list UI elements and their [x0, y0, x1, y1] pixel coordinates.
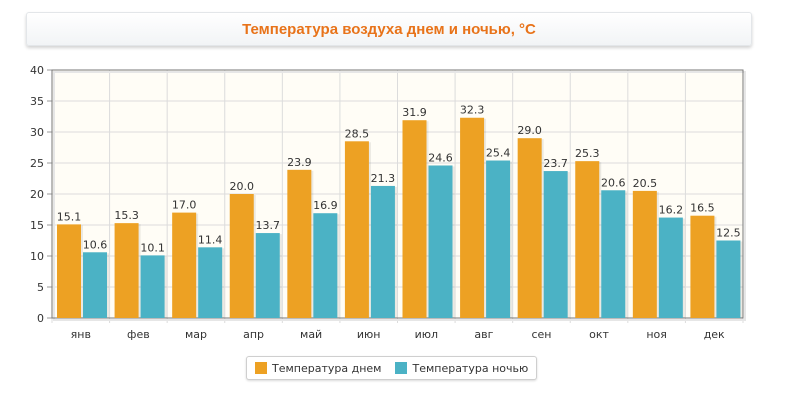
- value-label-night-5: 21.3: [371, 172, 396, 185]
- plot-border: [51, 69, 744, 319]
- bar-day-1: [114, 223, 139, 318]
- y-tick-label: 15: [30, 219, 44, 232]
- legend-label-day: Температура днем: [272, 361, 382, 375]
- bar-day-4: [287, 169, 312, 318]
- chart-legend: Температура днем Температура ночью: [246, 356, 538, 380]
- value-label-night-2: 11.4: [198, 233, 223, 246]
- value-label-day-10: 20.5: [633, 177, 658, 190]
- x-tick-label: фев: [127, 328, 150, 341]
- value-label-night-10: 16.2: [659, 204, 684, 217]
- bar-day-2: [172, 212, 197, 318]
- value-label-night-1: 10.1: [140, 241, 165, 254]
- x-tick-label: июл: [415, 328, 438, 341]
- y-tick-label: 25: [30, 157, 44, 170]
- bar-day-9: [575, 161, 600, 318]
- bar-night-7: [486, 160, 511, 318]
- bar-night-11: [716, 240, 741, 318]
- x-tick-label: июн: [357, 328, 381, 341]
- legend-item-day[interactable]: Температура днем: [255, 362, 381, 375]
- value-label-day-2: 17.0: [172, 199, 197, 212]
- bar-night-0: [83, 252, 107, 318]
- value-label-day-11: 16.5: [690, 202, 715, 215]
- value-label-night-4: 16.9: [313, 199, 338, 212]
- x-tick-label: авг: [474, 328, 493, 341]
- bar-night-5: [370, 185, 395, 318]
- x-tick-label: сен: [531, 328, 551, 341]
- bar-night-8: [543, 171, 568, 318]
- y-tick-label: 10: [30, 250, 44, 263]
- plot-shadow: [53, 71, 746, 321]
- value-label-night-9: 20.6: [601, 176, 626, 189]
- bar-day-7: [460, 117, 485, 319]
- bar-night-9: [601, 190, 626, 318]
- y-tick-label: 35: [30, 95, 44, 108]
- value-label-day-0: 15.1: [57, 210, 82, 223]
- y-tick-label: 0: [37, 312, 44, 325]
- y-tick-label: 40: [30, 64, 44, 77]
- value-label-night-8: 23.7: [543, 157, 568, 170]
- value-label-day-1: 15.3: [114, 209, 139, 222]
- value-label-night-0: 10.6: [83, 238, 108, 251]
- value-label-night-3: 13.7: [256, 219, 281, 232]
- bar-night-6: [428, 165, 453, 318]
- value-label-night-11: 12.5: [716, 227, 741, 240]
- x-tick-label: май: [300, 328, 322, 341]
- bar-day-5: [344, 141, 369, 318]
- y-tick-label: 30: [30, 126, 44, 139]
- bar-day-8: [517, 138, 542, 318]
- x-tick-label: янв: [71, 328, 91, 341]
- legend-swatch-day: [255, 362, 267, 374]
- value-label-day-9: 25.3: [575, 147, 600, 160]
- bar-day-11: [690, 215, 715, 318]
- chart-title: Температура воздуха днем и ночью, °С: [242, 20, 536, 38]
- value-label-night-7: 25.4: [486, 147, 511, 160]
- x-tick-label: ноя: [646, 328, 667, 341]
- bar-day-3: [229, 194, 254, 318]
- x-tick-label: мар: [185, 328, 207, 341]
- bar-night-1: [140, 255, 165, 318]
- bar-night-4: [313, 213, 338, 318]
- value-label-day-8: 29.0: [517, 124, 542, 137]
- x-tick-label: апр: [243, 328, 264, 341]
- value-label-day-7: 32.3: [460, 104, 485, 117]
- bar-night-2: [198, 247, 223, 318]
- bar-night-3: [255, 233, 280, 318]
- x-tick-label: дек: [704, 328, 725, 341]
- value-label-day-5: 28.5: [345, 127, 370, 140]
- bar-day-10: [632, 190, 657, 318]
- value-label-night-6: 24.6: [428, 151, 453, 164]
- bar-day-0: [57, 224, 81, 318]
- value-label-day-6: 31.9: [402, 106, 427, 119]
- y-tick-label: 5: [37, 281, 44, 294]
- bar-night-10: [658, 217, 683, 318]
- x-tick-label: окт: [589, 328, 609, 341]
- value-label-day-3: 20.0: [230, 180, 255, 193]
- chart-title-bar: Температура воздуха днем и ночью, °С: [26, 12, 752, 46]
- y-tick-label: 20: [30, 188, 44, 201]
- value-label-day-4: 23.9: [287, 156, 312, 169]
- legend-label-night: Температура ночью: [412, 361, 529, 375]
- bar-day-6: [402, 120, 427, 318]
- legend-swatch-night: [395, 362, 408, 374]
- legend-item-night[interactable]: Температура ночью: [395, 362, 528, 375]
